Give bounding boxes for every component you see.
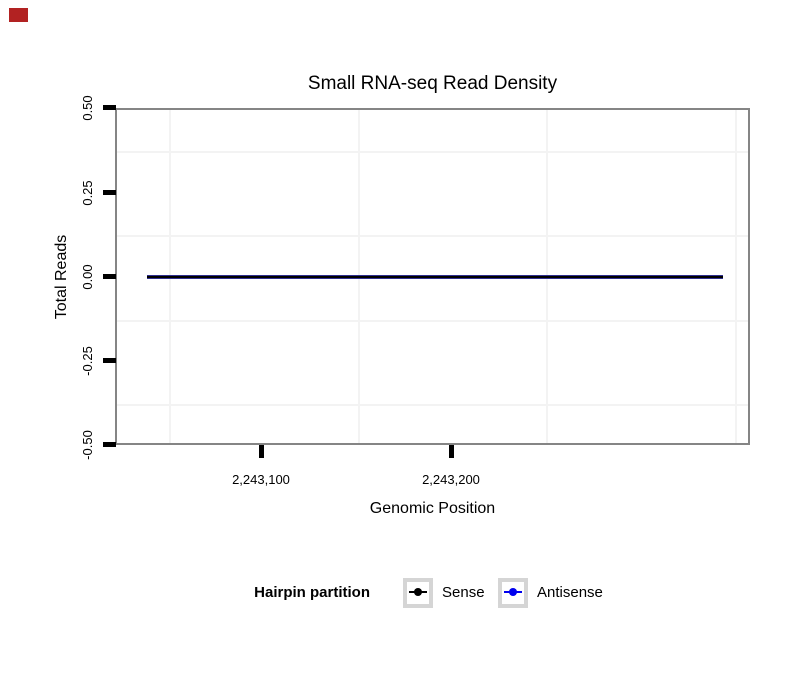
x-tick-label: 2,243,200 xyxy=(422,472,480,487)
y-tick-label: 0.50 xyxy=(80,95,95,121)
legend-title: Hairpin partition xyxy=(254,584,370,601)
y-tick-label: 0.00 xyxy=(80,264,95,290)
legend-label-sense: Sense xyxy=(442,584,485,601)
red-marker xyxy=(9,8,28,22)
y-tick xyxy=(103,442,116,447)
chart-title: Small RNA-seq Read Density xyxy=(307,73,558,94)
legend: Hairpin partition Sense Antisense xyxy=(0,578,810,608)
gridline-horizontal xyxy=(117,235,748,237)
x-tick xyxy=(449,445,454,458)
antisense-dot-swatch xyxy=(509,588,517,596)
legend-label-antisense: Antisense xyxy=(537,584,603,601)
y-tick-label: -0.50 xyxy=(80,430,95,460)
gridline-horizontal xyxy=(117,151,748,153)
y-tick-label: -0.25 xyxy=(80,346,95,376)
read-density-line xyxy=(147,275,723,279)
gridline-horizontal xyxy=(117,404,748,406)
x-tick xyxy=(259,445,264,458)
x-tick-label: 2,243,100 xyxy=(232,472,290,487)
y-tick-label: 0.25 xyxy=(80,180,95,206)
x-axis-title: Genomic Position xyxy=(369,500,496,517)
y-tick xyxy=(103,358,116,363)
y-tick xyxy=(103,105,116,110)
gridline-horizontal xyxy=(117,320,748,322)
legend-key-antisense xyxy=(498,578,528,608)
y-tick xyxy=(103,274,116,279)
gridline-vertical xyxy=(735,110,737,443)
y-tick xyxy=(103,190,116,195)
y-axis-title: Total Reads xyxy=(53,234,70,320)
sense-dot-swatch xyxy=(414,588,422,596)
plot-panel xyxy=(115,108,750,445)
legend-key-sense xyxy=(403,578,433,608)
